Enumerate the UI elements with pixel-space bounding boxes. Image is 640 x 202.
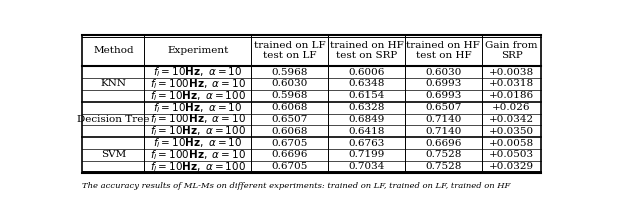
Text: 0.6006: 0.6006 — [348, 68, 385, 77]
Text: 0.6993: 0.6993 — [425, 79, 461, 88]
Text: 0.6705: 0.6705 — [271, 162, 308, 171]
Text: 0.6507: 0.6507 — [425, 103, 461, 112]
Text: 0.6348: 0.6348 — [348, 79, 385, 88]
Text: 0.6068: 0.6068 — [271, 103, 308, 112]
Text: 0.5968: 0.5968 — [271, 68, 308, 77]
Text: trained on HF
test on HF: trained on HF test on HF — [406, 41, 480, 60]
Text: 0.7528: 0.7528 — [425, 162, 461, 171]
Text: 0.6763: 0.6763 — [348, 139, 385, 148]
Text: 0.6154: 0.6154 — [348, 91, 385, 100]
Text: trained on HF
test on SRP: trained on HF test on SRP — [330, 41, 403, 60]
Text: +0.0186: +0.0186 — [489, 91, 534, 100]
Text: trained on LF
test on LF: trained on LF test on LF — [253, 41, 325, 60]
Text: The accuracy results of ML-Ms on different experiments: trained on LF, trained o: The accuracy results of ML-Ms on differe… — [83, 182, 511, 190]
Text: $f_l = 10\mathbf{Hz},\ \alpha = 100$: $f_l = 10\mathbf{Hz},\ \alpha = 100$ — [150, 124, 246, 138]
Text: $f_l = 10\mathbf{Hz},\ \alpha = 10$: $f_l = 10\mathbf{Hz},\ \alpha = 10$ — [153, 65, 243, 79]
Text: $f_l = 10\mathbf{Hz},\ \alpha = 10$: $f_l = 10\mathbf{Hz},\ \alpha = 10$ — [153, 101, 243, 115]
Text: Experiment: Experiment — [167, 46, 228, 55]
Text: 0.7140: 0.7140 — [425, 127, 461, 136]
Text: 0.6418: 0.6418 — [348, 127, 385, 136]
Text: 0.6030: 0.6030 — [425, 68, 461, 77]
Text: 0.5968: 0.5968 — [271, 91, 308, 100]
Text: 0.6696: 0.6696 — [425, 139, 461, 148]
Text: +0.0038: +0.0038 — [489, 68, 534, 77]
Text: Decision Tree: Decision Tree — [77, 115, 150, 124]
Text: +0.0342: +0.0342 — [489, 115, 534, 124]
Text: $f_l = 10\mathbf{Hz},\ \alpha = 100$: $f_l = 10\mathbf{Hz},\ \alpha = 100$ — [150, 160, 246, 174]
Text: 0.6696: 0.6696 — [271, 150, 308, 159]
Text: KNN: KNN — [100, 79, 127, 88]
Text: +0.0058: +0.0058 — [489, 139, 534, 148]
Text: 0.6328: 0.6328 — [348, 103, 385, 112]
Text: $f_l = 100\mathbf{Hz},\ \alpha = 10$: $f_l = 100\mathbf{Hz},\ \alpha = 10$ — [150, 113, 246, 126]
Text: 0.6068: 0.6068 — [271, 127, 308, 136]
Text: +0.0350: +0.0350 — [489, 127, 534, 136]
Text: $f_l = 100\mathbf{Hz},\ \alpha = 10$: $f_l = 100\mathbf{Hz},\ \alpha = 10$ — [150, 77, 246, 91]
Text: 0.7034: 0.7034 — [348, 162, 385, 171]
Text: +0.026: +0.026 — [492, 103, 531, 112]
Text: $f_l = 10\mathbf{Hz},\ \alpha = 100$: $f_l = 10\mathbf{Hz},\ \alpha = 100$ — [150, 89, 246, 103]
Text: +0.0503: +0.0503 — [489, 150, 534, 159]
Text: 0.6993: 0.6993 — [425, 91, 461, 100]
Text: 0.6507: 0.6507 — [271, 115, 308, 124]
Text: 0.6849: 0.6849 — [348, 115, 385, 124]
Text: $f_l = 100\mathbf{Hz},\ \alpha = 10$: $f_l = 100\mathbf{Hz},\ \alpha = 10$ — [150, 148, 246, 162]
Text: SVM: SVM — [101, 150, 126, 159]
Text: Method: Method — [93, 46, 134, 55]
Text: $f_l = 10\mathbf{Hz},\ \alpha = 10$: $f_l = 10\mathbf{Hz},\ \alpha = 10$ — [153, 136, 243, 150]
Text: 0.7528: 0.7528 — [425, 150, 461, 159]
Text: 0.6030: 0.6030 — [271, 79, 308, 88]
Text: +0.0329: +0.0329 — [489, 162, 534, 171]
Text: 0.7199: 0.7199 — [348, 150, 385, 159]
Text: 0.7140: 0.7140 — [425, 115, 461, 124]
Text: +0.0318: +0.0318 — [489, 79, 534, 88]
Text: Gain from
SRP: Gain from SRP — [485, 41, 538, 60]
Text: 0.6705: 0.6705 — [271, 139, 308, 148]
